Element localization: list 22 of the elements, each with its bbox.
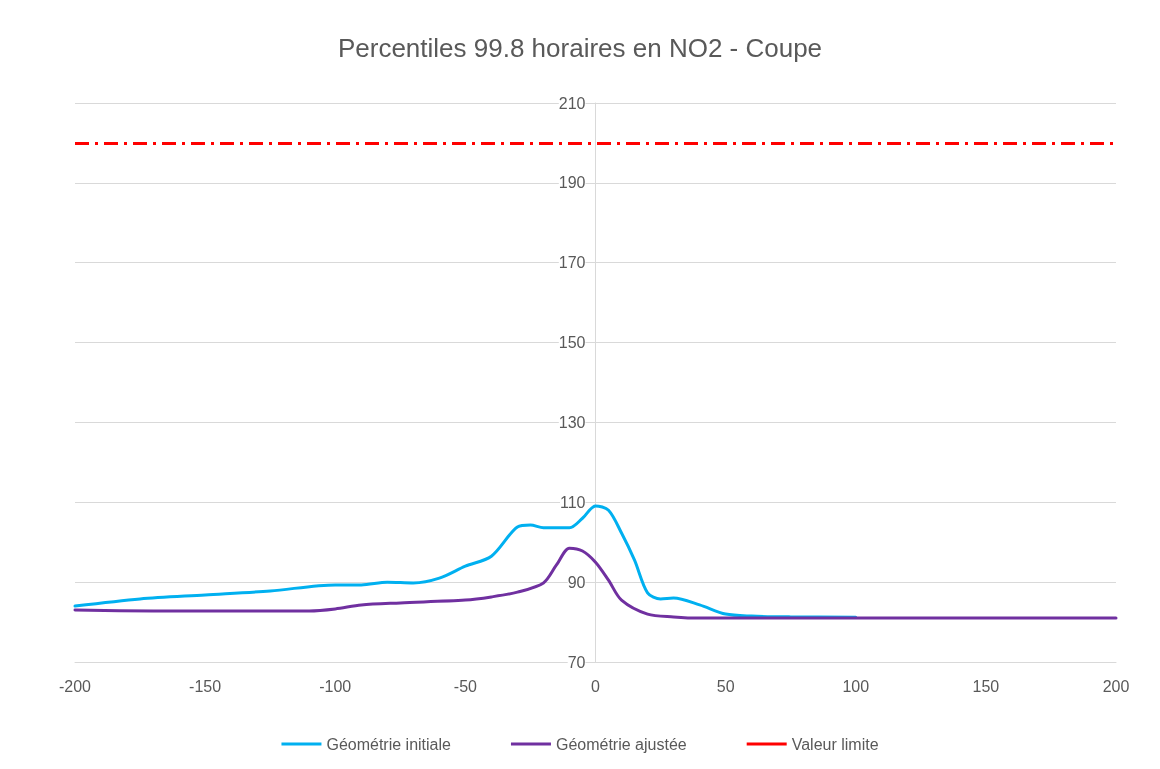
y-tick-label: 170 xyxy=(558,254,586,272)
chart-title: Percentiles 99.8 horaires en NO2 - Coupe xyxy=(337,33,823,63)
x-tick-label: 150 xyxy=(972,677,1000,695)
y-tick-label: 130 xyxy=(558,413,586,431)
x-tick-label: -100 xyxy=(319,677,352,695)
line-series xyxy=(73,546,1118,620)
x-tick-label: 50 xyxy=(716,677,735,695)
legend-label: Géométrie initiale xyxy=(326,735,452,753)
y-tick-label: 110 xyxy=(559,493,586,511)
x-tick-label: -150 xyxy=(189,677,222,695)
x-tick-label: 100 xyxy=(842,677,870,695)
legend-label: Géométrie ajustée xyxy=(555,735,687,753)
y-tick-label: 210 xyxy=(558,94,586,112)
x-tick-label: -50 xyxy=(453,677,478,695)
y-tick-label: 150 xyxy=(558,334,586,352)
y-tick-label: 70 xyxy=(567,653,586,671)
y-tick-label: 90 xyxy=(567,573,586,591)
y-tick-label: 190 xyxy=(558,174,586,192)
x-tick-label: -200 xyxy=(58,677,92,695)
x-tick-label: 200 xyxy=(1102,677,1130,695)
x-tick-label: 0 xyxy=(591,677,601,695)
legend-label: Valeur limite xyxy=(791,735,879,753)
